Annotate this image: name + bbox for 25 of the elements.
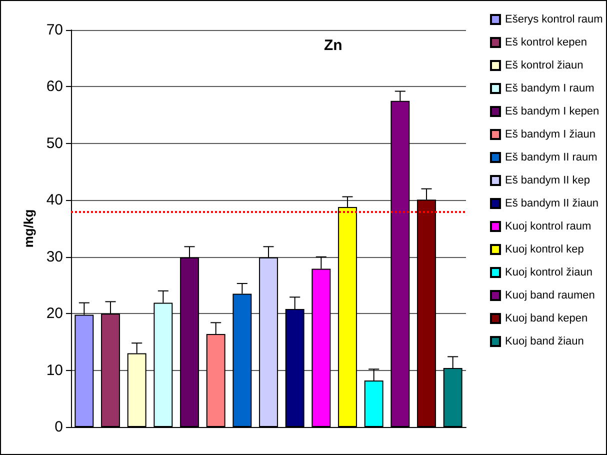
legend-label: Eš bandym II žiaun (505, 198, 599, 210)
legend-label: Kuoj kontrol žiaun (505, 266, 592, 278)
legend-label: Kuoj kontrol raum (505, 220, 592, 232)
y-tick-label: 70 (46, 22, 63, 38)
legend-label: Kuoj kontrol kep (505, 244, 584, 256)
legend-label: Kuoj band raumen (505, 290, 595, 302)
legend-label: Kuoj band žiaun (505, 336, 584, 348)
y-axis-title: mg/kg (21, 209, 36, 248)
legend-label: Eš kontrol žiaun (505, 60, 584, 72)
legend-label: Eš bandym II kep (505, 174, 590, 186)
text: Zn (324, 37, 342, 54)
y-tick-label: 50 (46, 134, 63, 152)
legend-label: Eš bandym I raum (505, 82, 594, 94)
y-tick-label: 40 (46, 192, 63, 209)
y-tick-label: 30 (46, 248, 63, 266)
y-tick-label: 20 (46, 305, 63, 322)
y-tick-label: 60 (46, 78, 63, 96)
legend-label: Kuoj band kepen (505, 312, 588, 324)
y-tick-label: 10 (46, 362, 63, 379)
legend-label: Eš bandym II raum (505, 152, 598, 164)
legend-label: Eš kontrol kepen (505, 36, 587, 48)
legend-label: Eš bandym I kepen (505, 106, 600, 118)
legend-label: Ešerys kontrol raum (505, 14, 603, 26)
legend-label: Eš bandym I žiaun (505, 128, 596, 140)
y-tick-label: 0 (54, 418, 63, 436)
